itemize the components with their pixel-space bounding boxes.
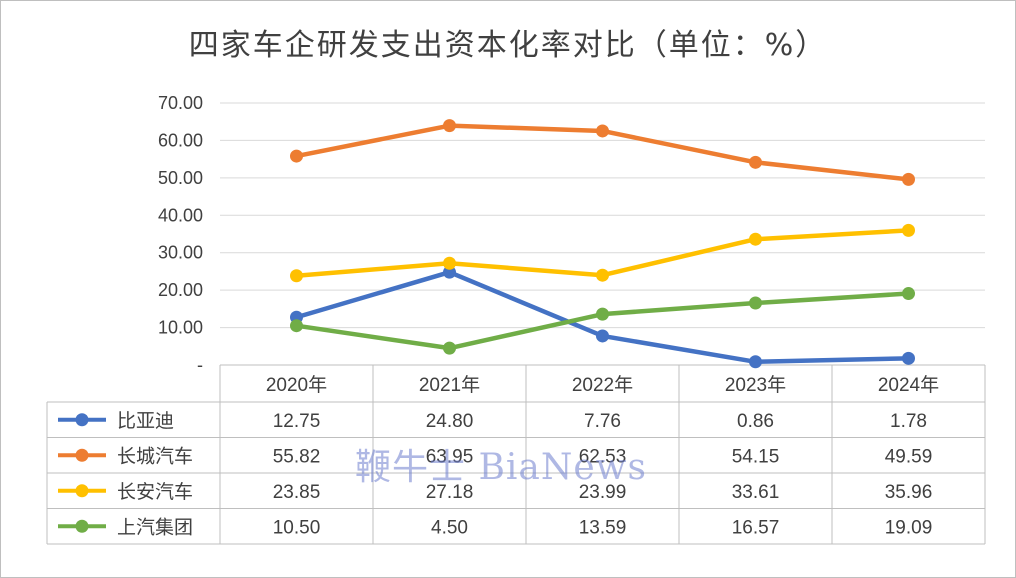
x-category-label: 2022年 bbox=[572, 374, 633, 396]
y-tick-label: 10.00 bbox=[158, 318, 203, 338]
data-point bbox=[443, 341, 456, 355]
data-cell: 27.18 bbox=[426, 482, 474, 503]
legend-label: 长城汽车 bbox=[117, 445, 193, 467]
data-cell: 24.80 bbox=[426, 411, 474, 432]
data-cell: 55.82 bbox=[273, 446, 321, 467]
data-cell: 13.59 bbox=[579, 517, 627, 538]
data-point bbox=[749, 296, 762, 310]
x-category-label: 2021年 bbox=[419, 374, 480, 396]
data-point bbox=[290, 269, 303, 283]
data-cell: 4.50 bbox=[431, 517, 468, 538]
data-point bbox=[290, 319, 303, 333]
data-point bbox=[902, 172, 915, 186]
data-cell: 7.76 bbox=[584, 411, 621, 432]
data-cell: 54.15 bbox=[732, 446, 780, 467]
x-category-label: 2024年 bbox=[878, 374, 939, 396]
legend-marker bbox=[75, 413, 89, 427]
data-point bbox=[596, 124, 609, 138]
legend-marker bbox=[75, 448, 89, 462]
data-cell: 62.53 bbox=[579, 446, 627, 467]
data-cell: 10.50 bbox=[273, 517, 321, 538]
data-point bbox=[290, 149, 303, 163]
data-point bbox=[443, 119, 456, 133]
y-tick-label: 60.00 bbox=[158, 130, 203, 150]
data-point bbox=[596, 329, 609, 343]
y-tick-label: 40.00 bbox=[158, 205, 203, 225]
data-cell: 12.75 bbox=[273, 411, 321, 432]
data-point bbox=[596, 307, 609, 321]
y-tick-label: - bbox=[197, 355, 203, 375]
data-point bbox=[902, 287, 915, 301]
data-cell: 23.99 bbox=[579, 482, 627, 503]
data-point bbox=[443, 265, 456, 279]
data-cell: 49.59 bbox=[885, 446, 933, 467]
legend-label: 比亚迪 bbox=[117, 410, 174, 432]
data-cell: 19.09 bbox=[885, 517, 933, 538]
y-tick-label: 50.00 bbox=[158, 168, 203, 188]
legend-marker bbox=[75, 484, 89, 498]
data-cell: 35.96 bbox=[885, 482, 933, 503]
x-category-label: 2020年 bbox=[266, 374, 327, 396]
y-tick-label: 30.00 bbox=[158, 243, 203, 263]
y-tick-label: 20.00 bbox=[158, 280, 203, 300]
data-point bbox=[749, 232, 762, 246]
data-point bbox=[749, 155, 762, 169]
data-cell: 63.95 bbox=[426, 446, 474, 467]
data-cell: 0.86 bbox=[737, 411, 774, 432]
chart-title: 四家车企研发支出资本化率对比（单位：%） bbox=[188, 28, 828, 63]
data-point bbox=[749, 355, 762, 369]
legend-label: 上汽集团 bbox=[117, 516, 193, 538]
data-point bbox=[902, 351, 915, 365]
data-cell: 16.57 bbox=[732, 517, 780, 538]
data-point bbox=[443, 256, 456, 270]
data-cell: 1.78 bbox=[890, 411, 927, 432]
data-cell: 23.85 bbox=[273, 482, 321, 503]
data-point bbox=[902, 223, 915, 237]
legend-label: 长安汽车 bbox=[117, 481, 193, 503]
data-cell: 33.61 bbox=[732, 482, 780, 503]
x-category-label: 2023年 bbox=[725, 374, 786, 396]
data-point bbox=[596, 268, 609, 282]
legend-marker bbox=[75, 519, 89, 533]
watermark: 鞭牛士 BiaNews bbox=[355, 447, 647, 488]
y-tick-label: 70.00 bbox=[158, 93, 203, 113]
